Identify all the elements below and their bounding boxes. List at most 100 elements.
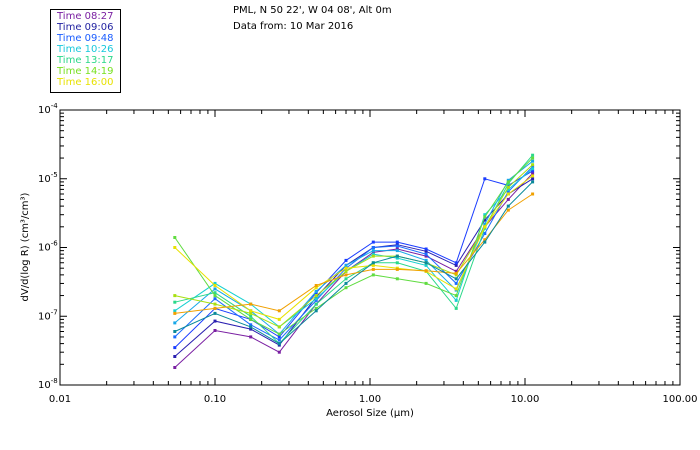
data-point xyxy=(173,294,177,298)
series-line-3 xyxy=(174,170,533,348)
data-point xyxy=(173,355,177,358)
data-point xyxy=(213,319,217,323)
data-point xyxy=(277,350,281,354)
chart-title: PML, N 50 22', W 04 08', Alt 0m xyxy=(233,5,392,16)
data-point xyxy=(424,261,428,265)
y-tick-label: 10-4 xyxy=(38,102,58,116)
data-point xyxy=(314,297,318,301)
legend-item: Time 10:26 xyxy=(57,44,114,55)
data-point xyxy=(424,263,428,267)
data-point xyxy=(506,197,510,201)
data-point xyxy=(531,165,535,169)
data-point xyxy=(454,281,458,285)
data-point xyxy=(506,187,510,191)
data-point xyxy=(506,190,510,194)
data-point xyxy=(213,294,217,298)
data-point xyxy=(371,273,375,277)
legend-item: Time 16:00 xyxy=(57,77,114,88)
data-point xyxy=(454,271,458,275)
legend-item: Time 09:06 xyxy=(57,22,114,33)
legend-item: Time 08:27 xyxy=(57,11,114,22)
data-point xyxy=(344,263,348,267)
series-layer xyxy=(173,153,535,369)
x-tick-label: 0.01 xyxy=(49,394,71,405)
data-point xyxy=(454,287,458,291)
data-point xyxy=(249,309,253,313)
data-point xyxy=(213,281,217,285)
data-point xyxy=(531,192,535,196)
data-point xyxy=(506,208,510,212)
x-tick-label: 10.00 xyxy=(511,394,540,405)
data-point xyxy=(506,178,510,182)
data-point xyxy=(213,311,217,315)
data-point xyxy=(249,317,253,321)
data-point xyxy=(314,298,318,302)
data-point xyxy=(454,298,458,302)
data-point xyxy=(483,232,487,235)
data-point xyxy=(454,294,458,298)
data-point xyxy=(314,306,318,310)
data-point xyxy=(249,325,253,329)
data-point xyxy=(483,225,487,229)
data-point xyxy=(173,330,177,333)
data-point xyxy=(395,244,399,248)
data-point xyxy=(395,254,399,258)
y-tick-label: 10-8 xyxy=(38,377,58,391)
data-point xyxy=(395,247,399,251)
data-point xyxy=(371,261,375,265)
data-point xyxy=(531,169,535,173)
data-point xyxy=(483,240,487,244)
data-point xyxy=(424,249,428,253)
series-line-4 xyxy=(174,166,533,341)
legend-item: Time 14:19 xyxy=(57,66,114,77)
data-point xyxy=(531,180,535,184)
data-point xyxy=(344,266,348,270)
data-point xyxy=(395,261,399,265)
data-point xyxy=(506,204,510,208)
chart-subtitle: Data from: 10 Mar 2016 xyxy=(233,21,354,32)
data-point xyxy=(506,192,510,196)
legend: Time 08:27 Time 09:06 Time 09:48 Time 10:26… xyxy=(50,9,121,93)
data-point xyxy=(483,238,487,242)
series-line-1 xyxy=(174,172,533,368)
data-point xyxy=(424,269,428,273)
data-point xyxy=(277,338,281,342)
data-point xyxy=(371,252,375,256)
data-point xyxy=(277,342,281,346)
data-point xyxy=(483,222,487,226)
y-tick-label: 10-7 xyxy=(38,308,58,322)
data-point xyxy=(371,246,375,249)
data-point xyxy=(173,309,177,313)
x-tick-labels: 0.01 0.10 1.00 10.00 100.00 xyxy=(49,394,698,405)
data-point xyxy=(173,366,177,369)
series-line-6 xyxy=(174,168,533,328)
data-point xyxy=(213,329,217,332)
data-point xyxy=(371,249,375,253)
data-point xyxy=(344,273,348,277)
data-point xyxy=(424,252,428,256)
data-point xyxy=(424,258,428,262)
legend-list: Time 08:27 Time 09:06 Time 09:48 Time 10:26… xyxy=(57,11,113,88)
data-point xyxy=(213,284,217,287)
data-point xyxy=(371,240,375,244)
data-point xyxy=(213,302,217,306)
data-point xyxy=(395,267,399,271)
data-point xyxy=(531,156,535,160)
data-point xyxy=(371,250,375,254)
data-point xyxy=(395,249,399,253)
data-point xyxy=(531,153,535,157)
data-point xyxy=(424,254,428,258)
data-point xyxy=(173,311,177,315)
x-tick-label: 0.10 xyxy=(204,394,226,405)
data-point xyxy=(371,267,375,271)
data-point xyxy=(213,287,217,291)
data-point xyxy=(314,284,318,287)
legend-item: Time 09:48 xyxy=(57,33,114,44)
data-point xyxy=(344,269,348,273)
data-point xyxy=(454,306,458,310)
data-point xyxy=(506,185,510,189)
data-point xyxy=(277,317,281,321)
data-point xyxy=(173,321,177,325)
data-point xyxy=(277,309,281,313)
data-point xyxy=(249,302,253,306)
